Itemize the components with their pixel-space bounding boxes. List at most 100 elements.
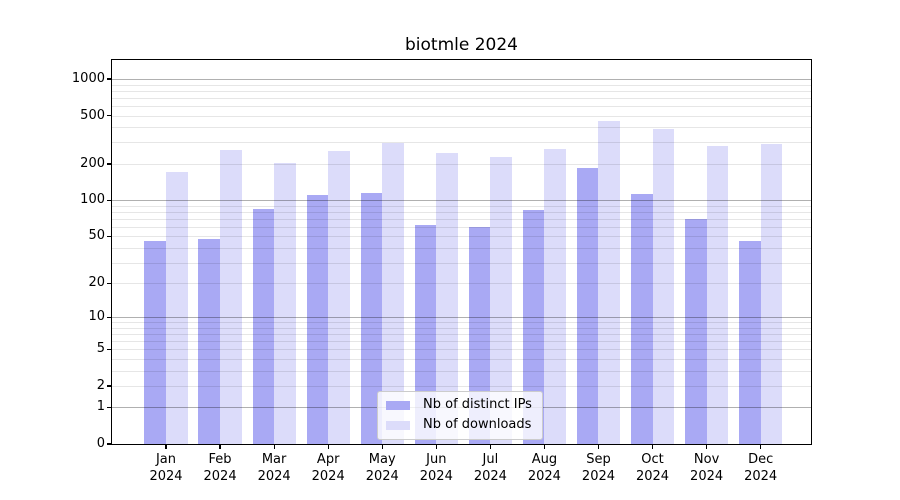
x-tick bbox=[760, 444, 762, 449]
x-tick bbox=[706, 444, 708, 449]
gridline-minor bbox=[112, 385, 811, 387]
x-tick bbox=[273, 444, 275, 449]
gridline-minor bbox=[112, 163, 811, 165]
bar-distinct-ips-may bbox=[360, 192, 383, 444]
y-tick-label: 10 bbox=[88, 309, 105, 325]
x-tick-label: May 2024 bbox=[365, 452, 399, 484]
y-tick-label: 1 bbox=[96, 399, 105, 415]
x-tick-label: Nov 2024 bbox=[690, 452, 724, 484]
y-tick-label: 100 bbox=[80, 192, 105, 208]
bar-downloads-sep bbox=[598, 120, 621, 444]
gridline-minor bbox=[112, 349, 811, 351]
bar-downloads-mar bbox=[274, 162, 296, 444]
legend-swatch-downloads bbox=[386, 420, 410, 430]
gridline-minor bbox=[112, 127, 811, 129]
x-tick bbox=[597, 444, 600, 449]
legend-label-downloads: Nb of downloads bbox=[423, 417, 532, 432]
x-tick-label: Jun 2024 bbox=[419, 452, 453, 484]
gridline-minor bbox=[112, 142, 811, 144]
gridline-minor bbox=[112, 218, 811, 220]
gridline-major bbox=[112, 79, 811, 80]
bar-downloads-jan bbox=[166, 172, 188, 444]
x-tick-label: Feb 2024 bbox=[203, 452, 237, 484]
x-tick-label: Dec 2024 bbox=[744, 452, 778, 484]
x-tick-label: Apr 2024 bbox=[311, 452, 345, 484]
y-tick bbox=[107, 316, 112, 318]
x-tick-label: Aug 2024 bbox=[527, 452, 561, 484]
x-tick bbox=[381, 444, 383, 449]
gridline-minor bbox=[112, 262, 811, 264]
bar-distinct-ips-nov bbox=[685, 218, 707, 444]
legend-swatch-distinct-ips bbox=[386, 400, 410, 410]
gridline-minor bbox=[112, 205, 811, 207]
y-tick bbox=[107, 348, 112, 351]
bar-downloads-jul bbox=[490, 156, 512, 444]
gridline-minor bbox=[112, 334, 811, 336]
x-tick-label: Jan 2024 bbox=[149, 452, 183, 484]
x-tick-label: Oct 2024 bbox=[635, 452, 670, 484]
x-tick bbox=[219, 444, 221, 449]
gridline-minor bbox=[112, 226, 811, 228]
gridline-minor bbox=[112, 370, 811, 372]
gridline-minor bbox=[112, 84, 811, 86]
bar-distinct-ips-jul bbox=[468, 226, 491, 444]
x-tick bbox=[651, 444, 654, 449]
bar-downloads-nov bbox=[706, 146, 729, 444]
gridline-minor bbox=[112, 358, 811, 360]
y-tick bbox=[107, 235, 112, 237]
y-tick-label: 50 bbox=[88, 228, 105, 244]
bar-downloads-dec bbox=[760, 143, 783, 444]
bar-distinct-ips-dec bbox=[739, 240, 761, 444]
legend-label-distinct-ips: Nb of distinct IPs bbox=[423, 397, 532, 412]
y-tick-label: 0 bbox=[96, 436, 105, 451]
y-tick-label: 20 bbox=[88, 275, 105, 291]
y-tick-label: 500 bbox=[80, 107, 105, 123]
bar-downloads-apr bbox=[328, 151, 350, 444]
bar-distinct-ips-mar bbox=[252, 209, 275, 444]
y-tick-label: 1000 bbox=[71, 71, 105, 86]
y-tick bbox=[107, 199, 112, 201]
y-tick bbox=[107, 406, 112, 409]
bar-distinct-ips-sep bbox=[576, 168, 599, 444]
y-tick-label: 5 bbox=[96, 341, 105, 357]
x-tick bbox=[489, 444, 492, 449]
gridline-minor bbox=[112, 90, 811, 92]
chart-title: biotmle 2024 bbox=[405, 35, 518, 55]
gridline-minor bbox=[112, 105, 811, 107]
gridline-minor bbox=[112, 322, 811, 324]
x-tick-label: Mar 2024 bbox=[257, 452, 291, 484]
gridline-major bbox=[112, 200, 811, 202]
y-tick-label: 200 bbox=[80, 155, 105, 171]
y-tick bbox=[107, 385, 112, 387]
gridline-minor bbox=[112, 327, 811, 329]
bar-distinct-ips-aug bbox=[522, 209, 545, 444]
x-tick bbox=[327, 444, 329, 449]
x-tick bbox=[543, 444, 546, 449]
bar-distinct-ips-oct bbox=[630, 193, 653, 444]
y-tick bbox=[107, 282, 112, 284]
x-tick-label: Sep 2024 bbox=[581, 452, 616, 484]
x-tick bbox=[435, 444, 437, 449]
y-tick bbox=[107, 163, 112, 165]
gridline-minor bbox=[112, 341, 811, 343]
bar-downloads-aug bbox=[544, 148, 566, 444]
gridline-minor bbox=[112, 247, 811, 249]
gridline-minor bbox=[112, 283, 811, 285]
legend: Nb of distinct IPs Nb of downloads bbox=[377, 391, 543, 440]
y-tick bbox=[107, 78, 112, 80]
bar-downloads-feb bbox=[220, 150, 242, 444]
legend-item-distinct-ips: Nb of distinct IPs bbox=[386, 397, 532, 413]
gridline-minor bbox=[112, 236, 811, 238]
legend-item-downloads: Nb of downloads bbox=[386, 417, 532, 433]
gridline-minor bbox=[112, 115, 811, 117]
bar-distinct-ips-apr bbox=[306, 195, 329, 444]
y-tick bbox=[107, 443, 112, 445]
y-tick-label: 2 bbox=[96, 377, 105, 393]
x-tick-label: Jul 2024 bbox=[473, 452, 507, 484]
gridline-minor bbox=[112, 211, 811, 213]
y-tick bbox=[107, 114, 112, 117]
x-tick bbox=[165, 444, 167, 449]
bar-downloads-oct bbox=[652, 128, 675, 444]
gridline-major bbox=[112, 317, 811, 319]
